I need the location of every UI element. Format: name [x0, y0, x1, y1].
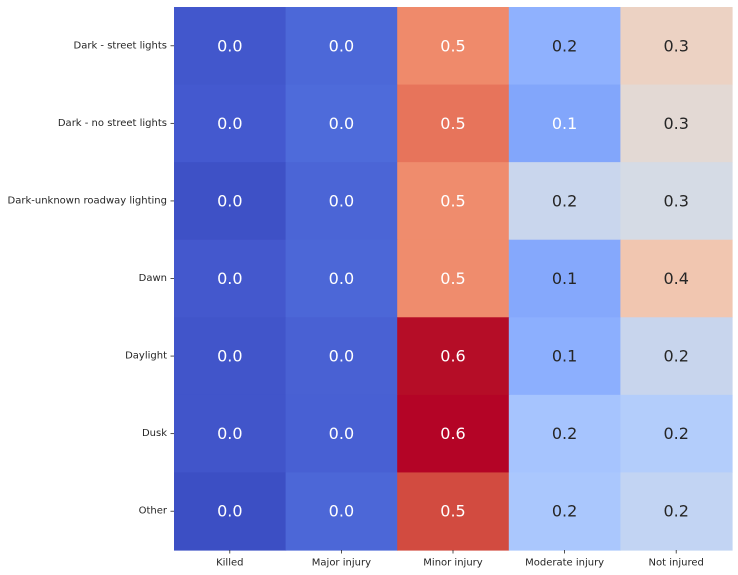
- cell-value-label: 0.0: [329, 347, 354, 366]
- y-tick-label: Dark-unknown roadway lighting: [8, 195, 167, 206]
- heatmap-cell: [174, 239, 287, 318]
- cell-value-label: 0.0: [329, 191, 354, 210]
- cell-value-label: 0.1: [552, 114, 577, 133]
- cell-value-label: 0.0: [217, 347, 242, 366]
- heatmap-cell: [620, 239, 733, 318]
- x-tick-label: Not injured: [649, 558, 704, 569]
- cell-value-label: 0.4: [663, 269, 688, 288]
- cell-value-label: 0.2: [552, 502, 577, 521]
- heatmap-cell: [397, 162, 510, 241]
- cell-value-label: 0.3: [663, 114, 688, 133]
- heatmap-cell: [397, 472, 510, 551]
- heatmap-cell: [174, 394, 287, 474]
- cell-labels-layer: 0.0 0.0 0.5 0.2 0.3 0.0 0.0 0.5 0.1 0.3 0.0 0.0 0.5 0…: [217, 36, 689, 520]
- heatmap-cell: [508, 84, 621, 163]
- cell-value-label: 0.0: [217, 502, 242, 521]
- heatmap-cell: [508, 162, 621, 241]
- heatmap-cell: [174, 472, 287, 551]
- heatmap-cell: [620, 7, 733, 86]
- cell-value-label: 0.0: [217, 191, 242, 210]
- cell-value-label: 0.0: [329, 424, 354, 443]
- cell-value-label: 0.2: [552, 191, 577, 210]
- heatmap-cell: [285, 317, 398, 396]
- cell-value-label: 0.0: [329, 502, 354, 521]
- x-tick-label: Major injury: [312, 558, 371, 569]
- cell-value-label: 0.0: [329, 269, 354, 288]
- y-tick-label: Daylight: [125, 351, 167, 362]
- heatmap-cell: [397, 239, 510, 318]
- heatmap-cell: [285, 472, 398, 551]
- heatmap-cell: [285, 239, 398, 318]
- heatmap-cell: [285, 162, 398, 241]
- cell-value-label: 0.5: [440, 502, 465, 521]
- heatmap-cell: [508, 472, 621, 551]
- cell-value-label: 0.0: [329, 114, 354, 133]
- y-tick-label: Dawn: [139, 273, 167, 284]
- cell-value-label: 0.5: [440, 36, 465, 55]
- heatmap-cell: [620, 162, 733, 241]
- cell-value-label: 0.2: [663, 502, 688, 521]
- heatmap-cell: [285, 7, 398, 86]
- cell-value-label: 0.6: [440, 347, 465, 366]
- heatmap-cell: [285, 84, 398, 163]
- heatmap-cell: [397, 317, 510, 396]
- heatmap-cell: [397, 84, 510, 163]
- y-tick-label: Dark - no street lights: [58, 118, 167, 129]
- y-tick-label: Dark - street lights: [74, 40, 168, 51]
- cell-value-label: 0.5: [440, 114, 465, 133]
- cell-value-label: 0.0: [217, 424, 242, 443]
- cell-value-label: 0.5: [440, 191, 465, 210]
- cells-layer: [174, 7, 733, 551]
- cell-value-label: 0.2: [552, 36, 577, 55]
- cell-value-label: 0.0: [217, 36, 242, 55]
- cell-value-label: 0.5: [440, 269, 465, 288]
- heatmap-cell: [285, 394, 398, 474]
- x-tick-label: Moderate injury: [525, 558, 604, 569]
- y-tick-label: Dusk: [142, 428, 167, 439]
- heatmap-cell: [508, 394, 621, 474]
- cell-value-label: 0.2: [663, 424, 688, 443]
- y-axis: Dark - street lights Dark - no street lig…: [8, 40, 174, 517]
- x-axis: Killed Major injury Minor injury Moderate i…: [216, 550, 704, 569]
- y-tick-label: Other: [139, 506, 168, 517]
- cell-value-label: 0.2: [552, 424, 577, 443]
- heatmap-cell: [620, 472, 733, 551]
- cell-value-label: 0.0: [217, 269, 242, 288]
- heatmap-cell: [508, 317, 621, 396]
- x-tick-label: Minor injury: [423, 558, 482, 569]
- heatmap-cell: [397, 394, 510, 474]
- cell-value-label: 0.0: [329, 36, 354, 55]
- cell-value-label: 0.1: [552, 347, 577, 366]
- heatmap-cell: [620, 394, 733, 474]
- cell-value-label: 0.3: [663, 191, 688, 210]
- cell-value-label: 0.0: [217, 114, 242, 133]
- heatmap-cell: [508, 7, 621, 86]
- heatmap-cell: [174, 317, 287, 396]
- heatmap-cell: [174, 162, 287, 241]
- heatmap-cell: [174, 7, 287, 86]
- cell-value-label: 0.6: [440, 424, 465, 443]
- heatmap-cell: [620, 317, 733, 396]
- heatmap-cell: [397, 7, 510, 86]
- cell-value-label: 0.3: [663, 36, 688, 55]
- heatmap-cell: [174, 84, 287, 163]
- heatmap-cell: [508, 239, 621, 318]
- cell-value-label: 0.1: [552, 269, 577, 288]
- x-tick-label: Killed: [216, 558, 243, 569]
- heatmap-cell: [620, 84, 733, 163]
- cell-value-label: 0.2: [663, 347, 688, 366]
